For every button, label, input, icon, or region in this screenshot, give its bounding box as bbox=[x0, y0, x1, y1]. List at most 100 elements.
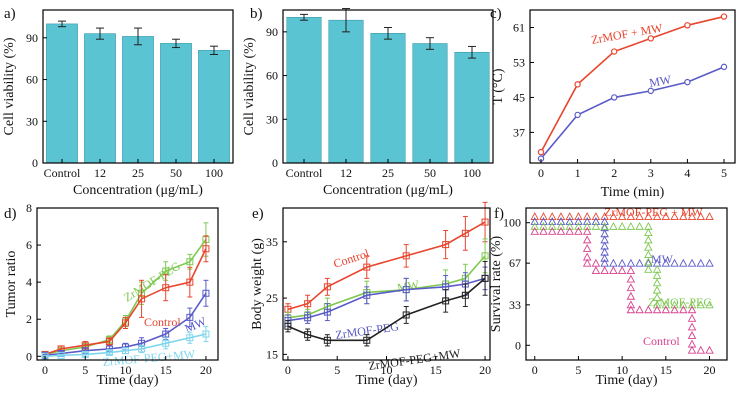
survival-point bbox=[539, 212, 548, 221]
series-label: ZrMOF-PEG bbox=[334, 319, 400, 342]
x-tick-label: 5 bbox=[334, 363, 340, 377]
category-label: 50 bbox=[424, 166, 436, 180]
category-label: Control bbox=[286, 166, 323, 180]
y-axis-label: T (°C) bbox=[491, 68, 506, 104]
x-tick-label: 20 bbox=[200, 363, 212, 377]
data-point bbox=[537, 148, 545, 156]
x-axis-label: Time (day) bbox=[355, 373, 417, 388]
panel-label: b) bbox=[250, 6, 263, 22]
bar bbox=[46, 23, 78, 164]
x-axis-label: Concentration (μg/mL) bbox=[73, 183, 203, 198]
survival-point bbox=[556, 226, 566, 235]
y-tick-label: 0 bbox=[272, 156, 278, 170]
y-tick-label: 67 bbox=[509, 256, 521, 270]
data-point bbox=[574, 111, 581, 119]
panel-label: c) bbox=[490, 6, 502, 22]
survival-point bbox=[635, 212, 644, 221]
bar bbox=[84, 33, 116, 164]
data-point bbox=[647, 87, 655, 95]
survival-point bbox=[600, 212, 609, 221]
data-point bbox=[162, 284, 170, 292]
data-point bbox=[304, 300, 312, 308]
y-tick-label: 4 bbox=[26, 275, 32, 289]
survival-point bbox=[644, 228, 653, 236]
x-tick-label: 5 bbox=[721, 166, 727, 180]
data-point bbox=[442, 297, 450, 305]
survival-point bbox=[679, 305, 688, 314]
survival-point bbox=[609, 221, 618, 230]
y-axis-label: Tumor ratio bbox=[4, 251, 19, 318]
survival-point bbox=[644, 235, 653, 244]
survival-point bbox=[705, 300, 714, 309]
category-label: 100 bbox=[205, 166, 223, 180]
panel-label: a) bbox=[4, 6, 16, 22]
survival-point bbox=[539, 221, 548, 230]
y-tick-label: 37 bbox=[513, 125, 525, 139]
x-tick-label: 5 bbox=[82, 363, 88, 377]
y-tick-label: 0 bbox=[515, 338, 521, 352]
survival-point bbox=[565, 226, 574, 235]
survival-point bbox=[661, 305, 671, 314]
survival-point bbox=[670, 258, 679, 267]
survival-point bbox=[687, 322, 697, 331]
survival-point bbox=[679, 300, 688, 309]
bar bbox=[328, 19, 364, 164]
plot-frame bbox=[282, 9, 494, 164]
data-point bbox=[202, 289, 210, 297]
x-tick-label: 10 bbox=[381, 363, 393, 377]
y-tick-label: 35 bbox=[266, 235, 278, 249]
survival-point bbox=[626, 221, 636, 230]
x-tick-label: 3 bbox=[648, 166, 654, 180]
y-axis-label: Cell viability (%) bbox=[2, 37, 17, 135]
survival-point bbox=[687, 331, 697, 339]
survival-point bbox=[574, 221, 583, 230]
category-label: 100 bbox=[463, 166, 481, 180]
plot-frame bbox=[525, 207, 728, 361]
series-label: ZrMOF-PEG + MW bbox=[604, 205, 703, 219]
y-tick-label: 2 bbox=[26, 312, 32, 326]
survival-point bbox=[582, 258, 592, 267]
survival-point bbox=[617, 266, 627, 274]
panel-label: d) bbox=[4, 206, 17, 222]
survival-point bbox=[582, 226, 592, 235]
y-tick-label: 45 bbox=[513, 90, 525, 104]
data-point bbox=[610, 94, 618, 101]
x-axis-label: Concentration (μg/mL) bbox=[323, 183, 453, 198]
data-point bbox=[162, 330, 170, 338]
survival-point bbox=[687, 345, 697, 354]
y-axis-label: Cell viability (%) bbox=[242, 37, 257, 135]
survival-point bbox=[652, 285, 662, 294]
survival-point bbox=[539, 226, 548, 235]
survival-point bbox=[582, 221, 592, 230]
survival-point bbox=[591, 221, 601, 230]
survival-point bbox=[679, 258, 688, 267]
panel-label: e) bbox=[252, 206, 264, 222]
bar bbox=[412, 43, 448, 164]
data-point bbox=[162, 339, 170, 347]
y-tick-label: 15 bbox=[266, 347, 278, 361]
data-point bbox=[461, 291, 469, 299]
survival-point bbox=[687, 313, 697, 322]
survival-point bbox=[696, 258, 706, 267]
data-point bbox=[121, 347, 129, 355]
x-tick-label: 10 bbox=[616, 363, 628, 377]
category-label: 25 bbox=[132, 166, 144, 180]
survival-point bbox=[687, 305, 697, 314]
survival-point bbox=[635, 305, 644, 314]
x-tick-label: 2 bbox=[611, 166, 617, 180]
y-tick-label: 100 bbox=[503, 216, 521, 230]
data-point bbox=[363, 263, 371, 271]
series-line bbox=[540, 66, 725, 160]
survival-point bbox=[626, 291, 636, 300]
data-point bbox=[481, 274, 489, 282]
data-point bbox=[57, 351, 65, 359]
data-point bbox=[461, 229, 469, 237]
data-point bbox=[481, 218, 489, 226]
plot-frame bbox=[529, 9, 736, 164]
data-point bbox=[323, 308, 331, 316]
survival-point bbox=[661, 258, 671, 267]
data-point bbox=[402, 252, 410, 260]
survival-point bbox=[626, 274, 636, 283]
y-tick-label: 53 bbox=[513, 55, 525, 69]
